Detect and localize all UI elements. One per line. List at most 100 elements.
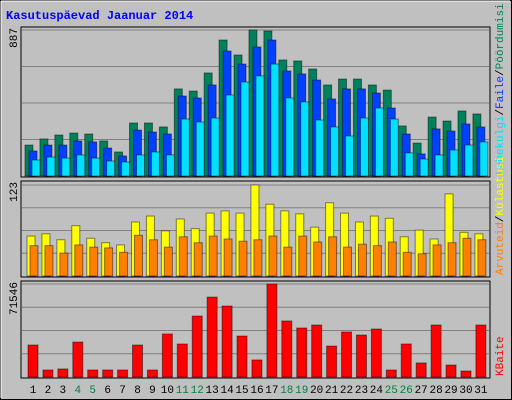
bar <box>206 296 218 378</box>
bar <box>42 369 54 378</box>
bar <box>191 315 203 378</box>
bar <box>119 251 129 277</box>
bar <box>326 345 338 378</box>
bar <box>449 149 459 177</box>
bar <box>357 243 367 277</box>
bar <box>221 305 233 378</box>
legend: KBaite <box>495 336 507 376</box>
bar <box>283 246 293 277</box>
bar <box>479 141 489 177</box>
bar <box>89 246 99 277</box>
bar <box>415 362 427 378</box>
bar <box>281 320 293 378</box>
bar <box>253 239 263 277</box>
legend-separator: / <box>495 216 507 223</box>
bar <box>31 159 41 177</box>
x-tick-label: 17 <box>265 385 278 397</box>
bar <box>370 328 382 378</box>
x-tick-label: 14 <box>220 385 234 397</box>
legend-entry: KBaite <box>495 336 507 376</box>
bar <box>389 118 399 177</box>
bar <box>76 154 86 177</box>
bar <box>328 236 338 277</box>
bar <box>163 246 173 277</box>
bar <box>195 121 205 177</box>
x-tick-label: 16 <box>250 385 263 397</box>
x-tick-label: 9 <box>149 385 156 397</box>
x-tick-label: 26 <box>400 385 413 397</box>
bar <box>106 160 116 177</box>
bar <box>300 101 310 177</box>
x-tick-label: 30 <box>459 385 472 397</box>
bar <box>150 151 160 177</box>
bar <box>400 343 412 378</box>
bar <box>359 117 369 177</box>
bar <box>238 240 248 277</box>
bar <box>208 235 218 277</box>
bar <box>330 126 340 177</box>
bar <box>236 335 248 378</box>
bar <box>251 359 263 378</box>
x-tick-label: 19 <box>295 385 308 397</box>
bar <box>165 154 175 177</box>
bar <box>146 369 158 378</box>
bar <box>270 63 280 177</box>
bar <box>61 157 71 177</box>
x-tick-label: 6 <box>104 385 111 397</box>
y-tick-label: 123 <box>9 182 21 202</box>
bar <box>434 154 444 177</box>
bar <box>447 242 457 277</box>
x-tick-label: 29 <box>444 385 457 397</box>
x-tick-label: 8 <box>134 385 141 397</box>
x-tick-label: 28 <box>430 385 443 397</box>
bar <box>387 241 397 277</box>
bar <box>136 154 146 177</box>
x-tick-label: 24 <box>370 385 384 397</box>
bar <box>74 244 84 277</box>
legend-entry: Pöördumisi <box>495 3 507 69</box>
bar <box>355 334 367 378</box>
bar <box>311 324 323 378</box>
bar <box>132 344 144 378</box>
bar <box>225 94 235 177</box>
bar <box>464 144 474 177</box>
bar <box>462 237 472 277</box>
x-tick-label: 25 <box>385 385 398 397</box>
bar <box>178 236 188 277</box>
x-tick-label: 22 <box>340 385 353 397</box>
legend-separator: / <box>495 109 507 116</box>
bar <box>210 117 220 177</box>
bar <box>285 97 295 177</box>
bar <box>161 333 173 378</box>
bar <box>134 234 144 277</box>
bar <box>417 253 427 277</box>
bar <box>57 368 69 378</box>
bar <box>315 119 325 177</box>
bar <box>104 247 114 277</box>
bar <box>298 235 308 277</box>
bar <box>430 324 442 378</box>
bar <box>121 161 131 177</box>
bar <box>268 235 278 277</box>
x-tick-label: 11 <box>176 385 190 397</box>
bar <box>223 238 233 277</box>
bar <box>419 158 429 177</box>
bar <box>46 156 56 177</box>
x-tick-label: 1 <box>30 385 37 397</box>
x-tick-label: 23 <box>355 385 368 397</box>
x-tick-label: 21 <box>325 385 339 397</box>
bar <box>402 251 412 277</box>
bar <box>180 118 190 177</box>
x-tick-label: 4 <box>74 385 81 397</box>
bar <box>374 107 384 177</box>
bar <box>27 344 39 378</box>
bar <box>432 244 442 277</box>
x-tick-label: 13 <box>206 385 219 397</box>
bar <box>44 245 54 277</box>
bar <box>313 241 323 277</box>
legend-entry: Külastusi <box>495 156 507 216</box>
legend: Lehekülgi/Faile/Pöördumisi <box>495 3 507 175</box>
x-tick-label: 10 <box>161 385 174 397</box>
x-tick-label: 7 <box>119 385 126 397</box>
